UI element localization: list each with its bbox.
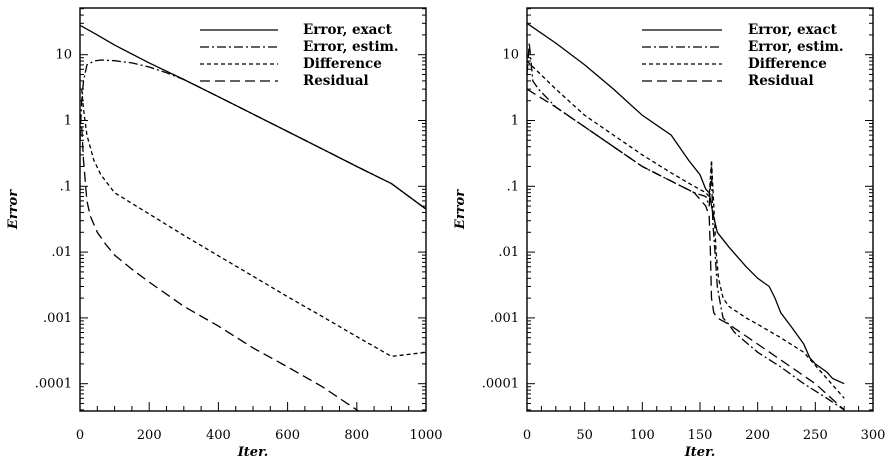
- legend-label: Error, estim.: [303, 39, 399, 55]
- y-tick-label: .0001: [35, 377, 72, 392]
- x-tick-label: 0: [76, 428, 84, 443]
- x-tick-label: 600: [275, 428, 300, 443]
- y-axis-label: Error: [453, 189, 468, 230]
- y-tick-label: 10: [55, 48, 72, 63]
- x-tick-label: 0: [523, 428, 531, 443]
- y-tick-label: .1: [60, 179, 72, 194]
- y-axis-label: Error: [6, 189, 21, 230]
- legend-label: Difference: [748, 56, 827, 72]
- legend-label: Error, exact: [303, 22, 393, 38]
- y-tick-label: .01: [51, 245, 72, 260]
- x-tick-label: 200: [745, 428, 770, 443]
- x-tick-label: 100: [630, 428, 655, 443]
- series-line-error-estim: [527, 43, 845, 411]
- y-tick-label: .001: [490, 311, 519, 326]
- legend-label: Residual: [303, 73, 369, 89]
- chart-panel-2: 10 1 .1 .01 .001 .0001 0 50 100 150 200 250 300 Iter.…: [453, 7, 886, 460]
- chart-panel-1: 10 1 .1 .01 .001 .0001 0 200 400 600 800 1000 Iter. E…: [6, 7, 443, 460]
- series-line-difference: [527, 60, 845, 399]
- x-axis-label: Iter.: [684, 445, 716, 460]
- legend-label: Residual: [748, 73, 814, 89]
- series-line-difference: [81, 89, 426, 358]
- x-tick-label: 250: [803, 428, 828, 443]
- legend-label: Error, exact: [748, 22, 838, 38]
- x-tick-label: 150: [688, 428, 713, 443]
- series-line-error-estim: [80, 59, 426, 210]
- series-line-error-exact: [527, 22, 845, 385]
- x-tick-label: 800: [344, 428, 369, 443]
- x-tick-label: 300: [861, 428, 886, 443]
- x-tick-label: 1000: [409, 428, 442, 443]
- series-line-residual: [81, 126, 426, 411]
- y-tick-label: .01: [498, 245, 519, 260]
- x-tick-label: 50: [576, 428, 593, 443]
- x-tick-label: 200: [137, 428, 162, 443]
- x-tick-label: 400: [206, 428, 231, 443]
- x-axis-label: Iter.: [237, 445, 269, 460]
- legend-label: Error, estim.: [748, 39, 844, 55]
- y-tick-label: 1: [511, 114, 519, 129]
- y-tick-label: .1: [507, 179, 519, 194]
- y-tick-label: 1: [64, 114, 72, 129]
- legend-label: Difference: [303, 56, 382, 72]
- y-tick-label: .0001: [482, 377, 519, 392]
- y-tick-label: .001: [43, 311, 72, 326]
- y-tick-label: 10: [502, 48, 519, 63]
- series-line-residual: [527, 88, 845, 411]
